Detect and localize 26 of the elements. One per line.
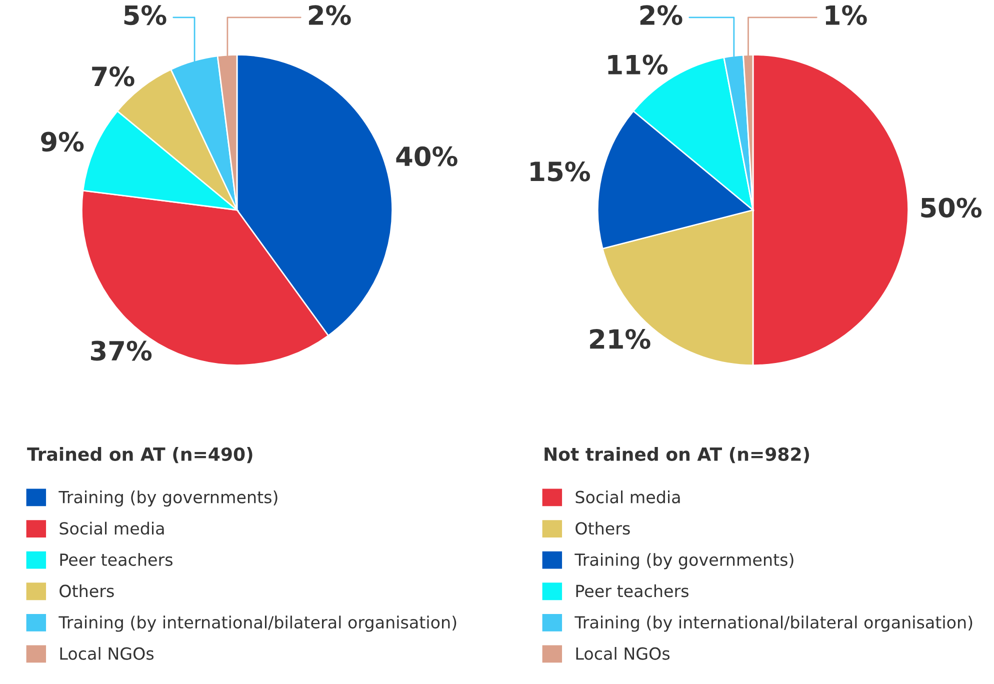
legend-label: Social media (60, 522, 164, 535)
legend-label: Local NGOs (60, 646, 154, 660)
data-label: 50% (921, 198, 982, 218)
data-label: 2% (640, 5, 682, 26)
legend-label: Training (by governments) (574, 553, 794, 570)
data-label: 5% (124, 5, 166, 26)
legend-label: Training (by governments) (58, 490, 278, 507)
data-label: 7% (92, 66, 134, 86)
legend-label: Peer teachers (60, 553, 172, 566)
legend-label: Others (576, 522, 630, 535)
legend-label: Training (by international/bilateral organisation) (58, 616, 456, 632)
data-label: 37% (91, 340, 152, 361)
legend-label: Others (60, 584, 114, 598)
data-label: 1% (826, 5, 867, 26)
legend-label: Peer teachers (576, 584, 688, 598)
data-label: 40% (396, 146, 458, 166)
legend-label: Social media (576, 490, 680, 504)
legend-title: Not trained on AT (n=982) (544, 447, 809, 464)
data-label: 2% (308, 5, 351, 26)
data-label: 9% (41, 132, 84, 152)
data-label: 21% (590, 329, 650, 349)
legend-label: Training (by international/bilateral organisation) (574, 616, 972, 632)
data-label: 15% (530, 161, 590, 182)
data-label: 11% (608, 54, 668, 75)
legend-label: Local NGOs (576, 646, 670, 660)
legend-title: Trained on AT (n=490) (27, 447, 252, 464)
